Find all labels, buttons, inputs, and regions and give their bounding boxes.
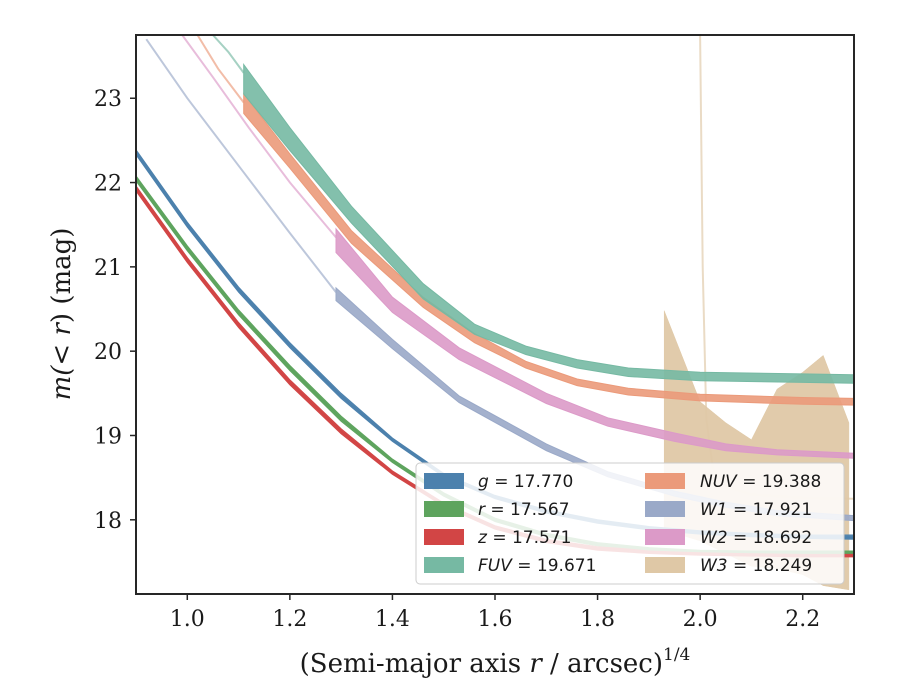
- x-tick-label: 1.2: [272, 607, 307, 632]
- legend-label-fuv: FUV = 19.671: [478, 556, 596, 576]
- y-tick-label: 18: [94, 509, 122, 534]
- y-tick-label: 22: [94, 172, 122, 197]
- legend-label-w3: W3 = 18.249: [700, 556, 812, 576]
- legend-label-w1: W1 = 17.921: [700, 500, 812, 520]
- band-fuv: [243, 62, 854, 384]
- x-tick-label: 1.8: [580, 607, 615, 632]
- band-nuv: [243, 92, 854, 406]
- legend-swatch-g: [424, 473, 464, 489]
- legend-swatch-r: [424, 501, 464, 517]
- x-tick-label: 2.0: [683, 607, 718, 632]
- extrapolation-fuv: [212, 35, 245, 74]
- legend-label-g: g = 17.770: [478, 472, 573, 492]
- y-tick-label: 19: [94, 424, 122, 449]
- band-w2: [335, 227, 854, 459]
- extrapolation-nuv: [196, 35, 245, 104]
- x-tick-label: 1.4: [375, 607, 410, 632]
- band-r: [136, 174, 854, 555]
- legend-swatch-w1: [645, 501, 685, 517]
- band-w1: [335, 286, 854, 522]
- x-axis-ticks: 1.0 1.2 1.4 1.6 1.8 2.0 2.2: [170, 594, 820, 632]
- legend: g = 17.770 r = 17.567 z = 17.571 FUV = 19.6…: [415, 462, 845, 585]
- legend-label-nuv: NUV = 19.388: [700, 472, 821, 492]
- x-tick-label: 1.6: [478, 607, 513, 632]
- y-tick-label: 20: [94, 340, 122, 365]
- legend-swatch-fuv: [424, 557, 464, 573]
- legend-label-r: r = 17.567: [478, 500, 570, 520]
- band-g: [136, 148, 854, 540]
- y-tick-label: 21: [94, 256, 122, 281]
- legend-label-w2: W2 = 18.692: [700, 528, 812, 548]
- extrapolation-w1: [145, 38, 337, 293]
- y-axis-label: m(< r) (mag): [47, 228, 77, 401]
- legend-swatch-w3: [645, 557, 685, 573]
- y-axis-ticks: 18 19 20 21 22 23: [94, 87, 136, 534]
- y-tick-label: 23: [94, 87, 122, 112]
- legend-swatch-z: [424, 529, 464, 545]
- legend-frame: [415, 462, 845, 585]
- extrapolation-w2: [181, 35, 337, 239]
- legend-swatch-nuv: [645, 473, 685, 489]
- x-axis-label: (Semi-major axis r / arcsec)1/4: [300, 645, 691, 679]
- legend-label-z: z = 17.571: [477, 528, 571, 548]
- x-tick-label: 2.2: [785, 607, 820, 632]
- x-tick-label: 1.0: [170, 607, 205, 632]
- legend-entries: g = 17.770 r = 17.567 z = 17.571 FUV = 19.6…: [424, 472, 821, 576]
- legend-swatch-w2: [645, 529, 685, 545]
